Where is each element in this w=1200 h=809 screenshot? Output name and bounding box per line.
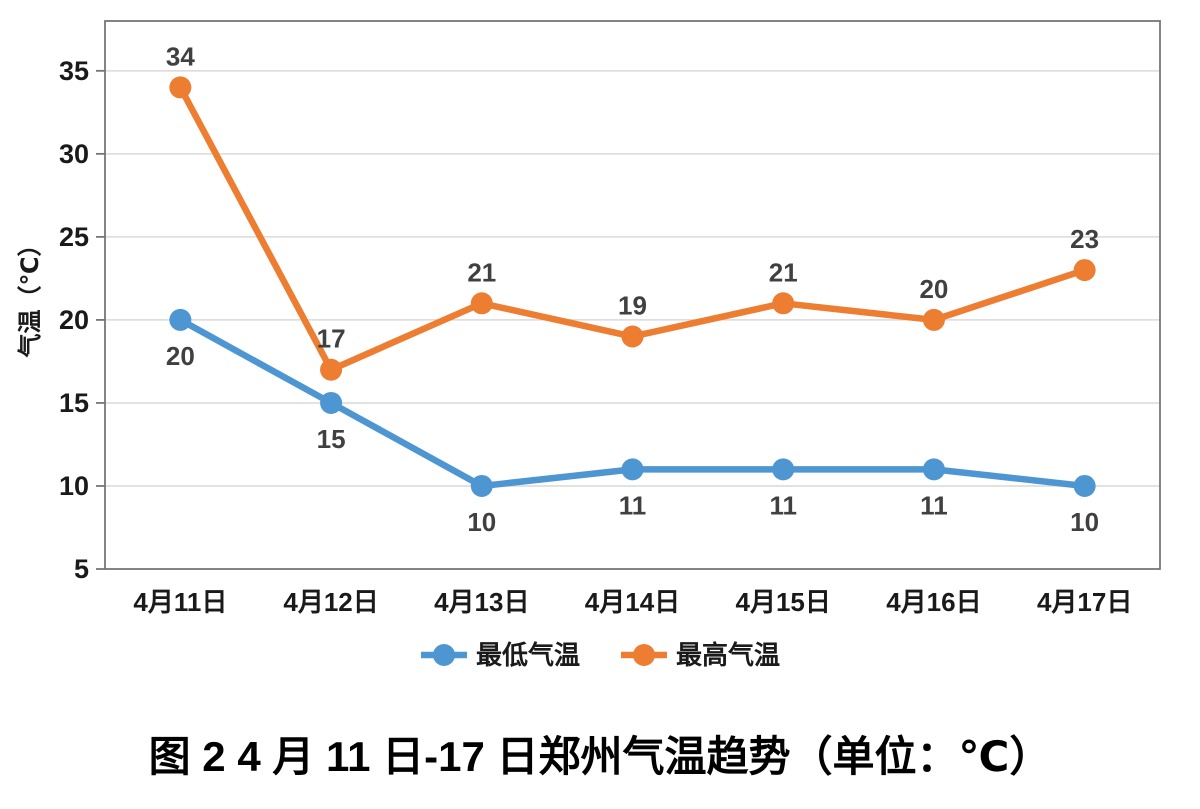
- svg-text:10: 10: [467, 507, 496, 537]
- legend-item-min-temp: 最低气温: [420, 642, 580, 668]
- svg-text:35: 35: [59, 56, 89, 86]
- svg-text:11: 11: [920, 490, 948, 520]
- line-marker-icon: [621, 644, 667, 666]
- svg-text:4月12日: 4月12日: [283, 587, 378, 617]
- line-marker-icon: [420, 644, 467, 666]
- legend-label-max-temp: 最高气温: [676, 640, 781, 670]
- svg-text:20: 20: [166, 341, 195, 371]
- svg-text:4月14日: 4月14日: [585, 587, 680, 617]
- svg-text:30: 30: [59, 139, 89, 169]
- legend-label-min-temp: 最低气温: [475, 640, 580, 670]
- svg-text:4月11日: 4月11日: [133, 587, 227, 617]
- svg-text:4月17日: 4月17日: [1037, 587, 1132, 617]
- temperature-line-chart: 5 10 15 20 25 30 35 4月11日 4月12日 4月13日 4月14日 4月15日 4月…: [16, 20, 1161, 617]
- svg-text:11: 11: [769, 490, 797, 520]
- svg-text:4月13日: 4月13日: [434, 587, 529, 617]
- svg-text:19: 19: [618, 291, 647, 321]
- svg-text:34: 34: [166, 41, 195, 71]
- svg-text:20: 20: [59, 305, 89, 335]
- legend: 最低气温 最高气温: [0, 632, 1200, 678]
- svg-text:4月16日: 4月16日: [886, 587, 981, 617]
- svg-text:10: 10: [1070, 507, 1099, 537]
- svg-text:气温（℃）: 气温（℃）: [16, 232, 44, 358]
- svg-text:15: 15: [317, 424, 346, 454]
- svg-text:23: 23: [1070, 224, 1099, 254]
- legend-item-max-temp: 最高气温: [620, 642, 780, 668]
- svg-text:15: 15: [59, 388, 89, 418]
- svg-text:10: 10: [59, 471, 89, 501]
- svg-text:5: 5: [74, 554, 89, 584]
- svg-text:25: 25: [59, 222, 89, 252]
- svg-text:21: 21: [769, 257, 798, 287]
- svg-text:4月15日: 4月15日: [736, 587, 831, 617]
- svg-text:20: 20: [919, 274, 948, 304]
- figure-caption: 图 2 4 月 11 日-17 日郑州气温趋势（单位：℃）: [148, 733, 1052, 780]
- svg-text:17: 17: [317, 324, 346, 354]
- svg-text:21: 21: [467, 257, 496, 287]
- svg-text:11: 11: [619, 490, 647, 520]
